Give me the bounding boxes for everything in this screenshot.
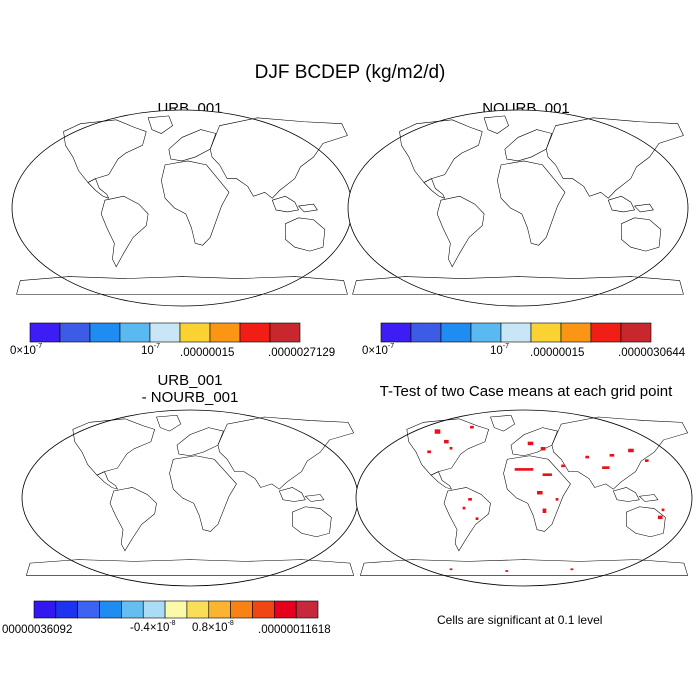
cb2-swatch (560, 322, 592, 343)
cb1-label-mid: 10-7 (141, 343, 161, 357)
cb1-swatch (29, 322, 61, 343)
cb1-swatch (179, 322, 211, 343)
cb1-label-max: .0000027129 (268, 347, 336, 359)
map-nourb (330, 100, 700, 316)
significant-cells (427, 425, 665, 572)
panel3-subtitle: - NOURB_001 (141, 389, 239, 406)
cb3-label-neg: -0.4×10-8 (130, 620, 176, 634)
cb1-label-mid2: .00000015 (180, 347, 235, 359)
panel4-title: T-Test of two Case means at each grid po… (379, 383, 673, 400)
colorbar-urb (29, 322, 301, 343)
cb2-swatch (470, 322, 502, 343)
cb3-swatch (274, 600, 297, 619)
cb1-swatch (239, 322, 271, 343)
colorbar-nourb (380, 322, 652, 343)
cb1-swatch (59, 322, 91, 343)
cb3-swatch (77, 600, 100, 619)
cb1-swatch (149, 322, 181, 343)
cb3-swatch (99, 600, 122, 619)
cb2-swatch (410, 322, 442, 343)
cb3-label-pos: 0.8×10-8 (192, 620, 234, 634)
ttest-note: Cells are significant at 0.1 level (437, 613, 603, 627)
cb3-swatch (33, 600, 57, 619)
cb2-swatch (590, 322, 622, 343)
map-urb (0, 100, 370, 316)
cb1-label-min: 0×10-7 (10, 343, 43, 357)
cb3-swatch (55, 600, 78, 619)
cb1-swatch (119, 322, 151, 343)
cb3-swatch (121, 600, 144, 619)
cb2-swatch (380, 322, 412, 343)
cb2-swatch (440, 322, 472, 343)
cb3-swatch (142, 600, 166, 619)
cb2-swatch (530, 322, 562, 343)
cb3-swatch (295, 600, 319, 619)
map-ttest (355, 409, 693, 587)
cb2-swatch (620, 322, 652, 343)
cb2-swatch (500, 322, 532, 343)
cb3-swatch (208, 600, 231, 619)
map-difference (4, 401, 376, 595)
cb1-swatch (269, 322, 301, 343)
cb2-label-min: 0×10-7 (362, 343, 395, 357)
cb1-swatch (209, 322, 241, 343)
figure-title: DJF BCDEP (kg/m2/d) (254, 62, 446, 83)
cb3-swatch (164, 600, 188, 619)
cb3-swatch (252, 600, 275, 619)
panel3-case: URB_001 (157, 372, 223, 389)
cb2-label-max: .0000030644 (618, 347, 686, 359)
cb3-swatch (186, 600, 210, 619)
cb3-label-min: 00000036092 (2, 624, 73, 636)
colorbar-difference (33, 600, 319, 619)
cb3-label-max: .00000011618 (258, 624, 331, 636)
panel3-title: URB_001 - NOURB_001 (40, 372, 340, 406)
cb3-swatch (230, 600, 253, 619)
cb1-swatch (89, 322, 121, 343)
cb2-label-mid2: .00000015 (530, 347, 585, 359)
cb2-label-mid: 10-7 (490, 343, 510, 357)
